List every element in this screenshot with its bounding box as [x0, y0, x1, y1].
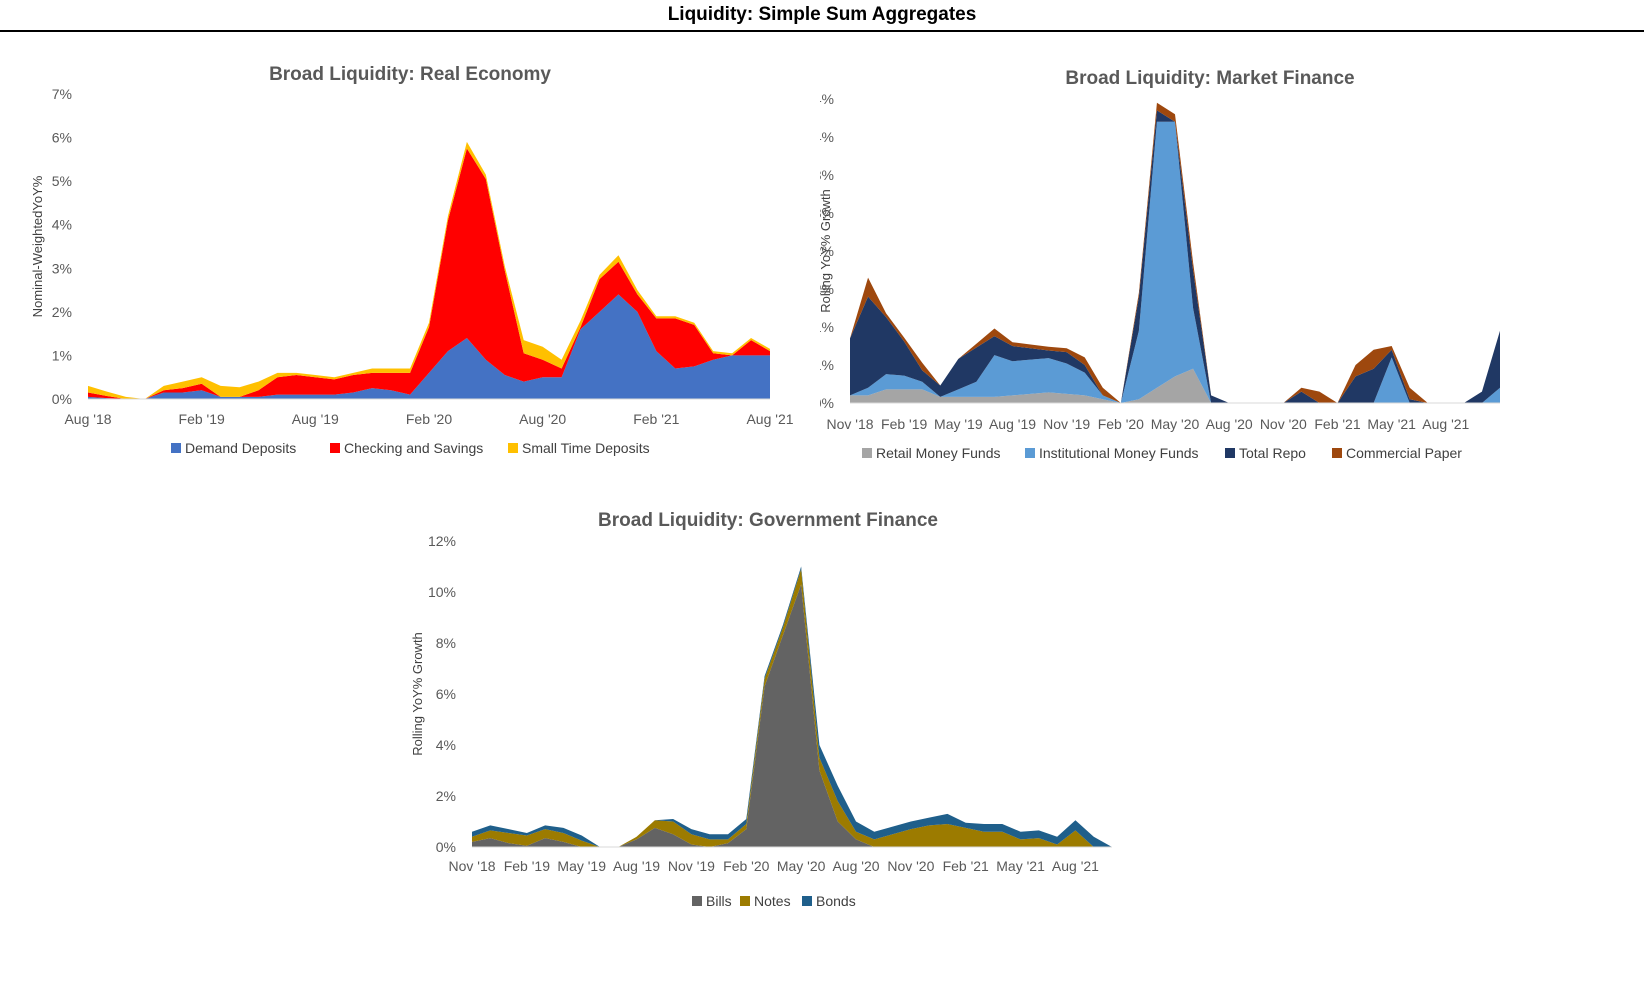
y-tick-label: 4% — [52, 217, 72, 233]
x-tick-label: Feb '21 — [1314, 416, 1360, 432]
x-tick-label: Aug '21 — [746, 411, 793, 427]
y-tick-label: 1% — [52, 347, 72, 363]
legend-label-retail-money-funds: Retail Money Funds — [876, 445, 1001, 461]
y-tick-label: 0% — [436, 839, 456, 855]
x-tick-label: Feb '20 — [1098, 416, 1144, 432]
x-tick-label: May '19 — [557, 858, 606, 874]
legend-label-commercial-paper: Commercial Paper — [1346, 445, 1462, 461]
x-tick-label: Feb '21 — [943, 858, 989, 874]
x-tick-label: Aug '19 — [989, 416, 1036, 432]
x-tick-label: Nov '19 — [668, 858, 715, 874]
y-tick-label: 2% — [820, 281, 834, 297]
chart-title: Broad Liquidity: Market Finance — [1065, 68, 1354, 89]
x-tick-label: Nov '18 — [826, 416, 873, 432]
x-tick-label: Feb '20 — [406, 411, 452, 427]
y-tick-label: 4% — [820, 129, 834, 145]
x-tick-label: May '20 — [1151, 416, 1200, 432]
page-title: Liquidity: Simple Sum Aggregates — [667, 4, 977, 25]
x-tick-label: Aug '21 — [1052, 858, 1099, 874]
area-series-bills — [472, 584, 1112, 847]
x-tick-label: Aug '18 — [64, 411, 111, 427]
y-tick-label: 3% — [52, 260, 72, 276]
legend-swatch-retail-money-funds — [862, 448, 872, 458]
area-series-institutional-money-funds — [850, 121, 1500, 404]
x-tick-label: Nov '19 — [1043, 416, 1090, 432]
y-axis-label: Nominal-WeightedYoY% — [30, 175, 45, 317]
y-tick-label: 2% — [436, 788, 456, 804]
legend-swatch-bonds — [802, 896, 812, 906]
legend-label-small-time-deposits: Small Time Deposits — [522, 440, 650, 456]
chart-market-finance: Broad Liquidity: Market Finance Rolling Y… — [820, 40, 1644, 500]
y-tick-label: 0% — [820, 395, 834, 411]
legend-swatch-institutional-money-funds — [1025, 448, 1035, 458]
x-tick-label: Feb '21 — [633, 411, 679, 427]
x-tick-label: May '21 — [1367, 416, 1416, 432]
area-series-demand-deposits — [88, 294, 770, 399]
legend-swatch-small-time-deposits — [508, 443, 518, 453]
area-series-total-repo — [850, 110, 1500, 404]
x-tick-label: Nov '20 — [1260, 416, 1307, 432]
y-tick-label: 6% — [436, 686, 456, 702]
y-tick-label: 8% — [436, 635, 456, 651]
y-tick-label: 3% — [820, 205, 834, 221]
area-series-checking-and-savings — [88, 148, 770, 399]
x-tick-label: Feb '19 — [179, 411, 225, 427]
y-tick-label: 0% — [52, 391, 72, 407]
y-tick-label: 1% — [820, 319, 834, 335]
y-tick-label: 4% — [436, 737, 456, 753]
x-tick-label: Aug '20 — [832, 858, 879, 874]
y-tick-label: 7% — [52, 86, 72, 102]
legend-label-bonds: Bonds — [816, 893, 856, 909]
legend-label-institutional-money-funds: Institutional Money Funds — [1039, 445, 1199, 461]
x-tick-label: Nov '20 — [887, 858, 934, 874]
y-tick-label: 4% — [820, 91, 834, 107]
title-divider — [0, 30, 1644, 32]
legend-swatch-total-repo — [1225, 448, 1235, 458]
legend-swatch-notes — [740, 896, 750, 906]
x-tick-label: May '19 — [934, 416, 983, 432]
y-tick-label: 1% — [820, 357, 834, 373]
x-tick-label: May '20 — [777, 858, 826, 874]
x-tick-label: Aug '20 — [1206, 416, 1253, 432]
chart-title: Broad Liquidity: Government Finance — [598, 510, 938, 531]
legend-swatch-demand-deposits — [171, 443, 181, 453]
legend-swatch-bills — [692, 896, 702, 906]
y-tick-label: 6% — [52, 130, 72, 146]
x-tick-label: Aug '21 — [1422, 416, 1469, 432]
x-tick-label: May '21 — [996, 858, 1045, 874]
area-series-retail-money-funds — [850, 368, 1500, 403]
y-tick-label: 2% — [52, 304, 72, 320]
legend-label-total-repo: Total Repo — [1239, 445, 1306, 461]
x-tick-label: Feb '19 — [504, 858, 550, 874]
x-tick-label: Aug '19 — [613, 858, 660, 874]
legend-swatch-commercial-paper — [1332, 448, 1342, 458]
legend-swatch-checking-and-savings — [330, 443, 340, 453]
x-tick-label: Nov '18 — [448, 858, 495, 874]
x-tick-label: Aug '20 — [519, 411, 566, 427]
x-tick-label: Feb '19 — [881, 416, 927, 432]
y-tick-label: 2% — [820, 243, 834, 259]
legend-label-bills: Bills — [706, 893, 732, 909]
y-tick-label: 3% — [820, 167, 834, 183]
legend-label-notes: Notes — [754, 893, 791, 909]
chart-title: Broad Liquidity: Real Economy — [269, 64, 551, 85]
y-tick-label: 10% — [428, 584, 456, 600]
legend-label-demand-deposits: Demand Deposits — [185, 440, 296, 456]
legend-label-checking-and-savings: Checking and Savings — [344, 440, 483, 456]
x-tick-label: Aug '19 — [292, 411, 339, 427]
y-tick-label: 5% — [52, 173, 72, 189]
y-axis-label: Rolling YoY% Growth — [410, 632, 425, 756]
chart-real-economy: Broad Liquidity: Real Economy Nominal-Wei… — [0, 40, 820, 500]
x-tick-label: Feb '20 — [723, 858, 769, 874]
chart-government-finance: Broad Liquidity: Government Finance Rolli… — [400, 505, 1230, 975]
y-tick-label: 12% — [428, 533, 456, 549]
y-axis-label: Rolling YoY% Growth — [820, 189, 833, 313]
